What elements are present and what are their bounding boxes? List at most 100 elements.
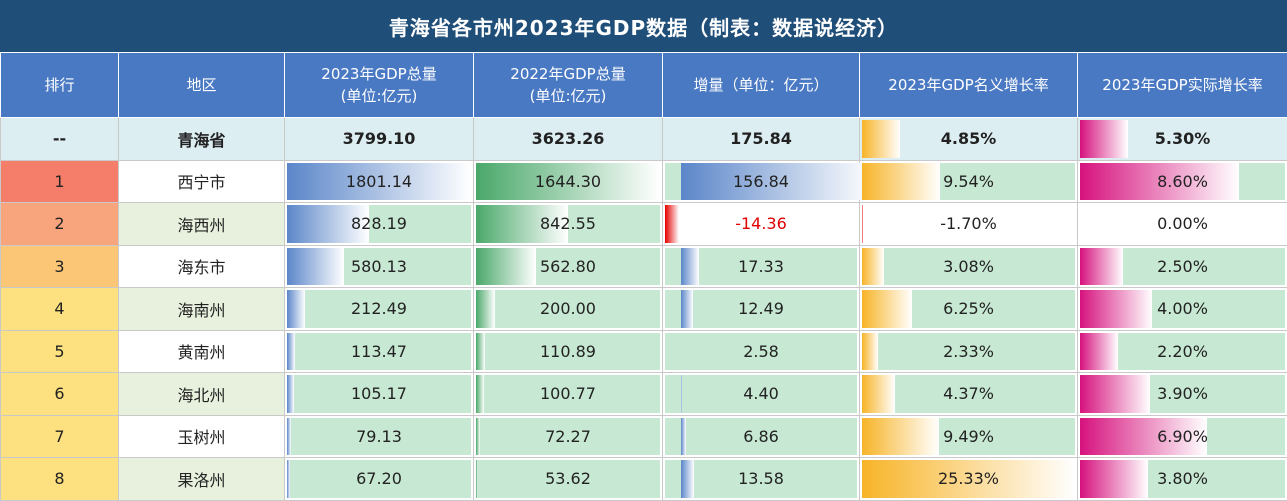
- gdp2023-cell-bar: [287, 460, 290, 498]
- region-cell-value: 海南州: [177, 301, 225, 320]
- nominal-cell: 25.33%: [860, 458, 1078, 501]
- gdp2022-cell-value: 562.80: [540, 257, 596, 276]
- summary-real: 5.30%: [1078, 118, 1287, 161]
- gdp2023-cell: 1801.14: [285, 160, 474, 203]
- rank-cell-value: 7: [54, 427, 64, 446]
- gdp2023-cell-value: 113.47: [351, 342, 407, 361]
- gdp2022-cell-bar: [476, 248, 536, 286]
- gdp2022-cell: 72.27: [474, 415, 663, 458]
- increment-cell: 4.40: [663, 373, 860, 416]
- real-cell: 3.90%: [1078, 373, 1287, 416]
- increment-cell-bar: [665, 205, 679, 243]
- real-cell-bar: [1080, 460, 1148, 498]
- increment-cell: 6.86: [663, 415, 860, 458]
- increment-cell-value: 2.58: [743, 342, 779, 361]
- real-cell: 3.80%: [1078, 458, 1287, 501]
- gdp2023-cell-value: 1801.14: [346, 172, 412, 191]
- real-cell-value: 8.60%: [1157, 172, 1208, 191]
- gdp2022-cell-value: 110.89: [540, 342, 596, 361]
- nominal-cell-bar: [862, 418, 939, 456]
- region-cell: 玉树州: [119, 415, 285, 458]
- nominal-cell-value: -1.70%: [940, 214, 997, 233]
- gdp2022-cell: 53.62: [474, 458, 663, 501]
- gdp2022-cell-value: 72.27: [545, 427, 591, 446]
- increment-cell-value: 4.40: [743, 384, 779, 403]
- region-cell-value: 海北州: [177, 386, 225, 405]
- header-region: 地区: [119, 53, 285, 118]
- gdp2023-cell-value: 79.13: [356, 427, 402, 446]
- real-cell-value: 2.20%: [1157, 342, 1208, 361]
- header-increment: 增量（单位：亿元）: [663, 53, 860, 118]
- gdp2022-cell-bar: [476, 290, 495, 328]
- rank-cell-value: 4: [54, 299, 64, 318]
- gdp2022-cell-bar: [476, 375, 484, 413]
- real-cell-bar: [1080, 333, 1118, 371]
- nominal-cell-bar: [862, 163, 940, 201]
- rank-cell-value: 1: [54, 172, 64, 191]
- gdp2022-cell-value: 200.00: [540, 299, 596, 318]
- rank-cell-value: 5: [54, 342, 64, 361]
- real-cell: 6.90%: [1078, 415, 1287, 458]
- real-cell: 2.50%: [1078, 245, 1287, 288]
- gdp2022-cell-bar: [476, 418, 480, 456]
- nominal-cell-bar: [862, 248, 884, 286]
- nominal-cell: 2.33%: [860, 330, 1078, 373]
- gdp2023-cell: 105.17: [285, 373, 474, 416]
- real-cell-value: 3.90%: [1157, 384, 1208, 403]
- increment-cell-value: 13.58: [738, 469, 784, 488]
- gdp2023-cell-bar: [287, 248, 344, 286]
- increment-cell: 17.33: [663, 245, 860, 288]
- gdp2022-cell: 200.00: [474, 288, 663, 331]
- real-cell: 0.00%: [1078, 203, 1287, 246]
- summary-gdp2022-value: 3623.26: [532, 129, 605, 148]
- region-cell: 西宁市: [119, 160, 285, 203]
- increment-cell-bar: [681, 375, 682, 413]
- nominal-cell-value: 6.25%: [943, 299, 994, 318]
- rank-cell: 7: [1, 415, 119, 458]
- summary-nominal-bar: [862, 120, 900, 158]
- rank-cell: 2: [1, 203, 119, 246]
- increment-cell: 12.49: [663, 288, 860, 331]
- summary-region-value: 青海省: [177, 131, 225, 150]
- gdp2023-cell-bar: [287, 333, 295, 371]
- rank-cell-value: 2: [54, 214, 64, 233]
- rank-cell: 5: [1, 330, 119, 373]
- gdp2022-cell-value: 100.77: [540, 384, 596, 403]
- nominal-cell-bar: [862, 375, 895, 413]
- region-cell-value: 果洛州: [177, 471, 225, 490]
- summary-increment: 175.84: [663, 118, 860, 161]
- gdp2022-cell: 1644.30: [474, 160, 663, 203]
- nominal-cell-bar: [862, 290, 912, 328]
- increment-cell: 156.84: [663, 160, 860, 203]
- real-cell-value: 3.80%: [1157, 469, 1208, 488]
- summary-nominal: 4.85%: [860, 118, 1078, 161]
- increment-cell-value: 6.86: [743, 427, 779, 446]
- increment-cell-bar: [681, 248, 699, 286]
- gdp2023-cell-value: 212.49: [351, 299, 407, 318]
- gdp2023-cell-bar: [287, 418, 291, 456]
- increment-cell-value: 12.49: [738, 299, 784, 318]
- gdp2023-cell-bar: [287, 290, 305, 328]
- gdp2023-cell: 113.47: [285, 330, 474, 373]
- real-cell: 2.20%: [1078, 330, 1287, 373]
- gdp2023-cell: 67.20: [285, 458, 474, 501]
- summary-gdp2023: 3799.10: [285, 118, 474, 161]
- chart-title: 青海省各市州2023年GDP数据（制表：数据说经济）: [0, 0, 1287, 52]
- region-cell: 海西州: [119, 203, 285, 246]
- header-nominal: 2023年GDP名义增长率: [860, 53, 1078, 118]
- gdp2022-cell-bar: [476, 460, 478, 498]
- nominal-cell: 3.08%: [860, 245, 1078, 288]
- increment-cell-value: 156.84: [733, 172, 789, 191]
- rank-cell-value: 3: [54, 257, 64, 276]
- rank-cell-value: 6: [54, 384, 64, 403]
- gdp2022-cell: 842.55: [474, 203, 663, 246]
- region-cell-value: 黄南州: [177, 343, 225, 362]
- summary-nominal-value: 4.85%: [941, 129, 997, 148]
- summary-region: 青海省: [119, 118, 285, 161]
- rank-cell: 3: [1, 245, 119, 288]
- nominal-cell-value: 4.37%: [943, 384, 994, 403]
- summary-increment-value: 175.84: [730, 129, 792, 148]
- table-row: 5 黄南州 113.47 110.89 2.58 2.33% 2.20%: [1, 330, 1287, 373]
